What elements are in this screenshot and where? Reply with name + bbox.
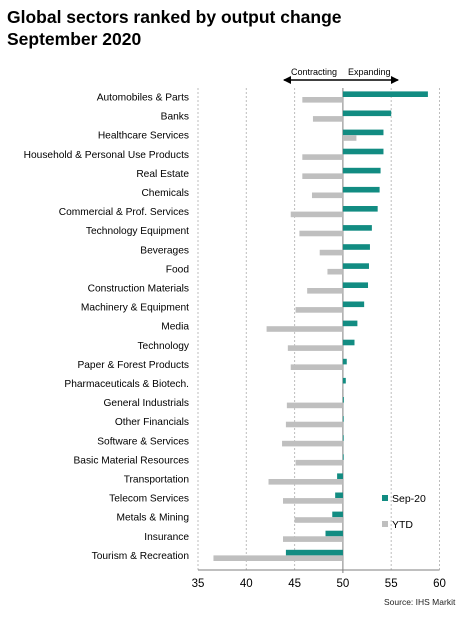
category-label: Technology: [137, 341, 189, 352]
bar-ytd-6: [311, 192, 343, 199]
category-label: Beverages: [140, 245, 189, 256]
x-tick-label: 35: [192, 578, 205, 590]
bar-sep20-16: [342, 377, 346, 384]
bar-sep20-13: [342, 320, 358, 327]
bar-ytd-15: [290, 364, 343, 370]
category-label: Construction Materials: [88, 284, 189, 295]
bar-sep20-11: [342, 282, 369, 288]
category-label: Commercial & Prof. Services: [59, 207, 189, 218]
bar-ytd-20: [295, 459, 343, 466]
category-label: Software & Services: [97, 436, 189, 447]
category-label: Insurance: [144, 532, 189, 543]
expanding-label: Expanding: [348, 67, 391, 77]
x-tick-label: 55: [385, 578, 398, 590]
bar-ytd-9: [319, 249, 343, 256]
bar-ytd-7: [290, 211, 343, 218]
legend-label-sep20: Sep-20: [392, 493, 426, 505]
category-label: Technology Equipment: [86, 226, 189, 237]
x-axis: 35 40 45 50 55 60: [192, 578, 446, 590]
bar-ytd-17: [286, 402, 343, 409]
category-label: Other Financials: [115, 417, 189, 428]
category-label: Pharmaceuticals & Biotech.: [64, 379, 189, 390]
bar-sep20-14: [342, 339, 355, 346]
x-tick-label: 60: [433, 578, 446, 590]
chart-title-line1: Global sectors ranked by output change: [7, 7, 342, 27]
bar-sep20-6: [342, 186, 380, 193]
legend-label-ytd: YTD: [392, 519, 413, 531]
category-label: Real Estate: [136, 169, 189, 180]
bar-ytd-8: [299, 230, 343, 237]
bar-sep20-9: [342, 244, 370, 250]
bar-sep20-21: [337, 473, 343, 479]
bar-ytd-19: [282, 440, 343, 447]
category-label: Paper & Forest Products: [77, 360, 189, 371]
bar-sep20-24: [325, 530, 343, 537]
category-label: Basic Material Resources: [74, 455, 190, 466]
bar-sep20-19: [342, 435, 344, 441]
bar-ytd-25: [213, 555, 343, 561]
bar-ytd-24: [283, 536, 343, 542]
bar-ytd-21: [268, 479, 343, 485]
bar-ytd-1: [302, 97, 343, 103]
category-label: Healthcare Services: [98, 131, 189, 142]
category-label: Automobiles & Parts: [97, 93, 189, 104]
bar-ytd-13: [266, 326, 343, 332]
bar-ytd-12: [295, 307, 343, 313]
contracting-label: Contracting: [291, 67, 337, 77]
legend-swatch-sep20: [382, 495, 388, 501]
bars: [213, 91, 428, 561]
bar-sep20-23: [332, 511, 343, 518]
category-label: Transportation: [124, 475, 189, 486]
category-label: Banks: [161, 112, 189, 123]
bar-ytd-23: [294, 517, 343, 523]
x-tick-label: 40: [240, 578, 253, 590]
bar-ytd-4: [302, 154, 343, 160]
bar-sep20-20: [342, 454, 344, 460]
legend: Sep-20 YTD: [382, 493, 426, 531]
bar-ytd-14: [287, 345, 343, 351]
category-label: Household & Personal Use Products: [24, 150, 189, 161]
bar-sep20-5: [342, 167, 381, 174]
bar-sep20-2: [342, 110, 392, 117]
category-label: Tourism & Recreation: [92, 551, 189, 562]
chart-title-line2: September 2020: [7, 29, 142, 49]
bar-ytd-22: [283, 498, 343, 504]
bar-sep20-10: [342, 263, 369, 269]
bar-ytd-16: [342, 383, 344, 390]
bar-ytd-2: [312, 116, 343, 122]
bar-sep20-17: [342, 397, 344, 403]
direction-annotation: Contracting Expanding: [283, 67, 399, 84]
bar-sep20-25: [285, 549, 343, 556]
bar-ytd-11: [307, 288, 343, 294]
bar-ytd-3: [342, 135, 357, 141]
category-label: Telecom Services: [109, 494, 189, 505]
bar-sep20-15: [342, 358, 347, 365]
bar-sep20-8: [342, 225, 372, 231]
bar-sep20-1: [342, 91, 428, 97]
bar-ytd-18: [285, 421, 343, 428]
bar-ytd-10: [327, 268, 343, 275]
category-label: Metals & Mining: [117, 513, 190, 524]
legend-swatch-ytd: [382, 521, 388, 527]
x-tick-label: 45: [288, 578, 301, 590]
chart-title: Global sectors ranked by output change S…: [7, 6, 447, 50]
bar-sep20-18: [342, 416, 344, 422]
category-labels: Automobiles & Parts Banks Healthcare Servi…: [24, 93, 190, 562]
category-label: Food: [166, 264, 190, 275]
bar-sep20-4: [342, 148, 384, 155]
category-label: General Industrials: [103, 398, 189, 409]
x-tick-label: 50: [337, 578, 350, 590]
category-label: Media: [161, 322, 189, 333]
category-label: Machinery & Equipment: [81, 303, 189, 314]
bar-sep20-7: [342, 206, 378, 212]
bar-ytd-5: [302, 173, 343, 179]
bar-sep20-22: [335, 492, 343, 499]
category-label: Chemicals: [141, 188, 189, 199]
bar-sep20-12: [342, 301, 365, 308]
bar-sep20-3: [342, 129, 384, 136]
source-note: Source: IHS Markit: [384, 597, 456, 607]
